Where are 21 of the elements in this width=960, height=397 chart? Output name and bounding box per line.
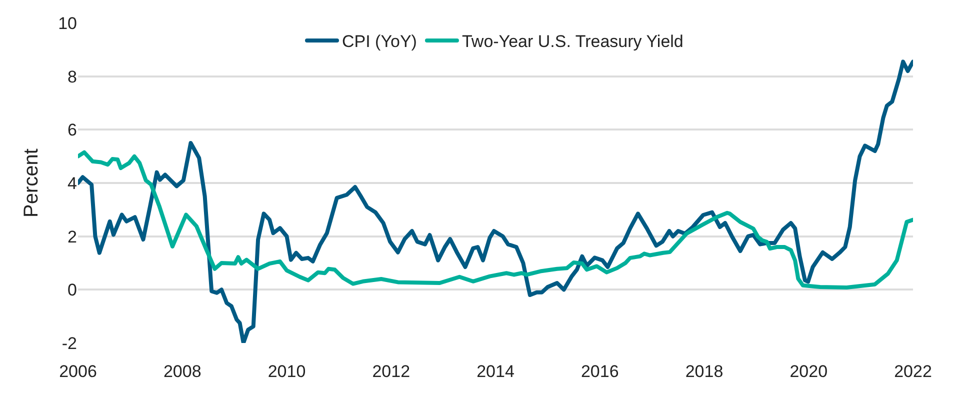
x-tick-label: 2012 <box>372 362 410 381</box>
legend-label: Two-Year U.S. Treasury Yield <box>462 32 684 52</box>
y-tick-label: 10 <box>58 14 77 33</box>
line-series <box>78 150 913 290</box>
y-tick-label: -2 <box>62 334 77 353</box>
y-tick-label: 6 <box>68 120 77 140</box>
x-tick-label: 2014 <box>476 362 514 381</box>
y-tick-label: 0 <box>68 280 77 300</box>
y-tick-label: 2 <box>68 227 77 246</box>
x-tick-label: 2022 <box>894 362 932 381</box>
x-tick-label: 2006 <box>59 362 97 381</box>
y-tick-label: 4 <box>68 174 77 193</box>
y-axis-title: Percent <box>20 148 43 218</box>
x-tick-label: 2018 <box>685 362 724 381</box>
x-tick-label: 2020 <box>790 362 828 381</box>
x-tick-label: 2010 <box>268 362 306 381</box>
line-series <box>78 60 913 343</box>
x-tick-label: 2008 <box>163 362 202 381</box>
y-tick-label: 8 <box>68 67 77 86</box>
legend-label: CPI (YoY) <box>342 32 417 52</box>
x-tick-label: 2016 <box>580 362 619 381</box>
